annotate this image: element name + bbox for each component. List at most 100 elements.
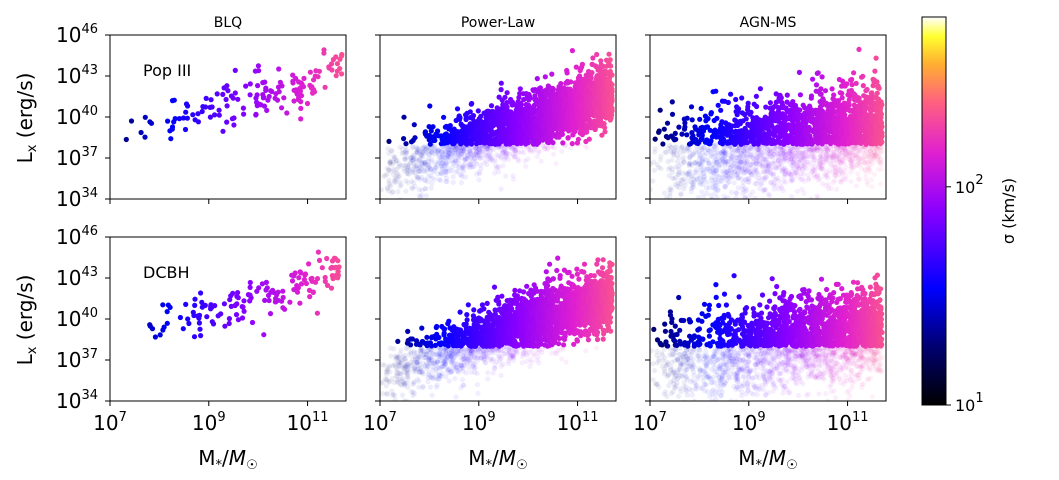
faint-point xyxy=(499,150,506,156)
faint-point xyxy=(848,169,854,175)
data-point xyxy=(542,74,548,80)
faint-point xyxy=(492,157,498,163)
faint-point xyxy=(671,152,677,158)
data-point xyxy=(463,116,469,123)
faint-point xyxy=(654,161,660,167)
data-point xyxy=(231,122,237,128)
faint-point xyxy=(806,161,812,167)
faint-point xyxy=(775,157,782,164)
faint-point xyxy=(738,156,745,162)
data-point xyxy=(591,85,597,91)
faint-point xyxy=(818,165,824,171)
faint-point xyxy=(737,211,742,216)
faint-point xyxy=(862,160,868,166)
faint-point xyxy=(468,150,474,156)
faint-point xyxy=(755,151,761,157)
faint-point xyxy=(476,154,482,160)
faint-point xyxy=(435,150,441,156)
faint-point xyxy=(699,150,706,156)
faint-point xyxy=(856,176,862,182)
faint-point xyxy=(791,151,797,157)
faint-point xyxy=(426,162,432,168)
data-point xyxy=(295,97,302,103)
faint-point xyxy=(869,155,875,161)
faint-point xyxy=(763,187,769,193)
faint-point xyxy=(743,163,749,169)
faint-point xyxy=(722,168,728,174)
data-point xyxy=(528,124,534,130)
faint-point xyxy=(667,148,673,155)
faint-point xyxy=(419,187,425,193)
data-point xyxy=(279,105,285,111)
faint-point xyxy=(795,147,801,153)
faint-point xyxy=(756,147,762,153)
data-point xyxy=(183,109,189,115)
faint-point xyxy=(461,168,467,174)
faint-point xyxy=(479,154,485,161)
faint-point xyxy=(679,145,685,151)
data-point xyxy=(321,50,327,56)
faint-point xyxy=(696,161,703,167)
faint-point xyxy=(443,162,450,168)
faint-point xyxy=(721,158,727,164)
faint-point xyxy=(451,160,457,166)
data-point xyxy=(531,102,537,108)
faint-point xyxy=(467,148,473,154)
faint-point xyxy=(862,154,868,160)
faint-point xyxy=(445,145,451,151)
faint-point xyxy=(501,157,507,163)
data-point xyxy=(123,136,129,143)
faint-point xyxy=(837,179,843,185)
faint-point xyxy=(776,153,782,160)
faint-point xyxy=(756,158,762,164)
faint-point xyxy=(525,156,531,162)
faint-point xyxy=(674,209,679,214)
faint-point xyxy=(816,164,822,170)
faint-point xyxy=(441,144,447,151)
faint-point xyxy=(809,147,815,153)
faint-point xyxy=(439,165,445,172)
faint-point xyxy=(769,160,775,166)
faint-point xyxy=(465,152,471,158)
faint-point xyxy=(741,153,747,159)
faint-point xyxy=(786,149,793,155)
faint-point xyxy=(791,166,797,172)
faint-point xyxy=(809,165,816,171)
faint-point xyxy=(453,148,459,154)
faint-point xyxy=(658,165,664,172)
data-point xyxy=(534,98,540,104)
faint-point xyxy=(864,154,870,160)
data-point xyxy=(586,102,592,108)
faint-point xyxy=(673,144,679,150)
faint-point xyxy=(515,156,521,162)
faint-point xyxy=(697,152,703,158)
faint-point xyxy=(705,146,711,152)
data-point xyxy=(182,126,189,133)
faint-point xyxy=(734,148,740,154)
faint-point xyxy=(823,156,829,162)
faint-point xyxy=(455,161,462,167)
faint-point xyxy=(706,148,712,154)
faint-point xyxy=(405,164,411,170)
faint-point xyxy=(783,155,790,161)
faint-point xyxy=(651,159,657,165)
faint-point xyxy=(721,193,727,199)
data-point xyxy=(575,114,581,120)
faint-point xyxy=(879,166,885,172)
faint-point xyxy=(859,155,866,161)
data-point xyxy=(573,64,579,70)
faint-point xyxy=(667,164,673,170)
faint-point xyxy=(666,143,673,149)
faint-point xyxy=(449,164,455,170)
faint-point xyxy=(732,169,738,175)
faint-point xyxy=(690,182,696,188)
faint-point xyxy=(442,154,448,160)
faint-point xyxy=(811,147,817,153)
faint-point xyxy=(474,152,481,158)
data-point xyxy=(559,131,566,137)
faint-point xyxy=(444,178,450,184)
faint-point xyxy=(392,154,398,160)
faint-point xyxy=(687,160,693,166)
faint-point xyxy=(699,156,706,162)
faint-point xyxy=(722,184,728,190)
